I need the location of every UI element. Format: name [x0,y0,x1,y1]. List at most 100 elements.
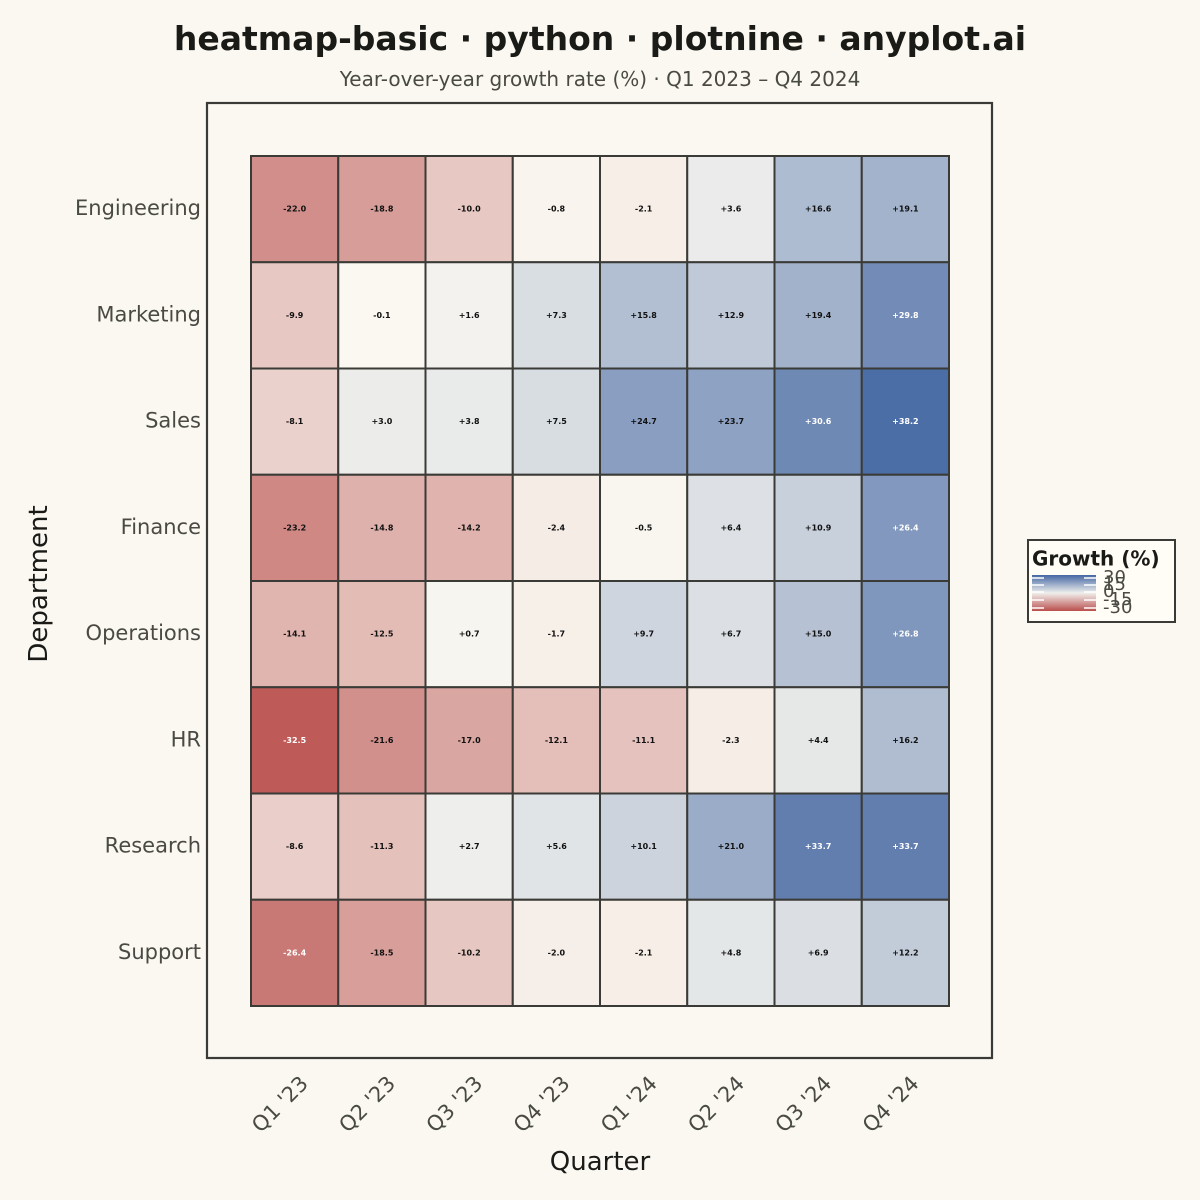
heatmap-cell [773,155,863,264]
panel-border [205,101,994,1060]
heatmap-cell [686,367,776,476]
cell-value-label: +26.4 [892,523,919,532]
heatmap-cell [424,473,514,582]
chart-subtitle: Year-over-year growth rate (%) · Q1 2023… [339,67,861,91]
heatmap-cell [773,898,863,1007]
heatmap-cell [250,261,340,370]
heatmap-cell [599,367,689,476]
cell-value-label: -10.2 [458,948,481,957]
y-axis-title: Department [24,505,54,662]
y-tick-label: Marketing [96,302,201,326]
cell-value-label: -12.1 [545,736,568,745]
cell-value-label: +19.4 [805,311,832,320]
cell-value-label: -9.9 [286,311,304,320]
cell-value-label: +26.8 [892,630,919,639]
cell-value-label: -17.0 [458,736,481,745]
cell-value-label: +10.1 [630,842,657,851]
cell-value-label: +3.0 [371,417,392,426]
cell-value-label: +30.6 [805,417,832,426]
heatmap-cell [337,792,427,901]
heatmap-cell [250,686,340,795]
heatmap-cell [773,261,863,370]
heatmap-cell [599,898,689,1007]
legend-title: Growth (%) [1032,547,1160,571]
heatmap-cell [424,261,514,370]
heatmap-cell [686,580,776,689]
heatmap-cell [511,898,601,1007]
cell-value-label: +15.0 [805,630,832,639]
legend-tick-label: 15 [1103,574,1126,595]
cell-value-label: +19.1 [892,205,919,214]
heatmap-cell [686,473,776,582]
cell-value-label: -2.0 [548,948,566,957]
heatmap-cells: -22.0 -18.8 -10.0 -0.8 -2.1 +3.6 +16.6 +19.1 -9.… [250,155,950,1007]
heatmap-cell [511,473,601,582]
cell-value-label: -1.7 [548,630,566,639]
heatmap-cell [599,686,689,795]
legend-tick-label: 30 [1103,567,1126,588]
cell-value-label: +6.7 [720,630,741,639]
cell-value-label: +5.6 [546,842,567,851]
heatmap-cell [860,686,950,795]
heatmap-cell [337,367,427,476]
cell-value-label: -12.5 [370,630,393,639]
y-tick-label: Engineering [75,196,201,220]
cell-value-label: +33.7 [805,842,831,851]
heatmap-cell [599,261,689,370]
legend-tick-label: 0 [1103,581,1114,602]
heatmap-cell [424,898,514,1007]
heatmap-cell [773,792,863,901]
heatmap-cell [599,792,689,901]
cell-value-label: +4.4 [808,736,829,745]
cell-value-label: -18.8 [370,205,393,214]
cell-value-label: +0.7 [459,630,480,639]
cell-value-label: -23.2 [283,523,306,532]
heatmap-cell [250,367,340,476]
heatmap-cell [511,686,601,795]
cell-value-label: +12.2 [892,948,918,957]
heatmap-cell [337,686,427,795]
heatmap-cell [337,473,427,582]
cell-value-label: +23.7 [718,417,744,426]
cell-value-label: -2.4 [548,523,566,532]
y-tick-label: Finance [121,515,201,539]
heatmap-cell [424,580,514,689]
cell-value-label: -26.4 [283,948,306,957]
cell-value-label: -32.5 [283,736,306,745]
cell-value-label: -11.1 [632,736,655,745]
cell-value-label: +15.8 [630,311,657,320]
heatmap-cell [686,686,776,795]
y-tick-label: HR [171,727,201,751]
heatmap-cell [511,367,601,476]
cell-value-label: -8.1 [286,417,304,426]
cell-value-label: -2.3 [722,736,740,745]
cell-value-label: -14.2 [458,523,481,532]
cell-value-label: -2.1 [635,205,653,214]
cell-value-label: -8.6 [286,842,304,851]
y-tick-label: Operations [86,621,201,645]
x-axis-title: Quarter [550,1147,651,1177]
y-axis-ticks: Engineering Marketing Sales Finance Operatio… [75,196,201,964]
heatmap-cell [424,367,514,476]
heatmap-cell [250,155,340,264]
heatmap-cell [337,155,427,264]
cell-value-label: +6.9 [808,948,829,957]
heatmap-cell [860,473,950,582]
cell-value-label: -21.6 [370,736,393,745]
legend-tick-label: -15 [1103,589,1132,610]
cell-value-label: +21.0 [718,842,745,851]
heatmap-cell [599,155,689,264]
cell-value-label: -10.0 [458,205,481,214]
cell-value-label: +3.6 [720,205,741,214]
cell-value-label: +6.4 [720,523,741,532]
cell-value-label: -14.1 [283,630,306,639]
cell-value-label: +16.6 [805,205,832,214]
cell-value-label: -0.1 [373,311,391,320]
y-tick-label: Sales [145,409,201,433]
chart-title: heatmap-basic · python · plotnine · anyp… [174,19,1026,58]
heatmap-cell [773,580,863,689]
cell-value-label: +7.3 [546,311,567,320]
